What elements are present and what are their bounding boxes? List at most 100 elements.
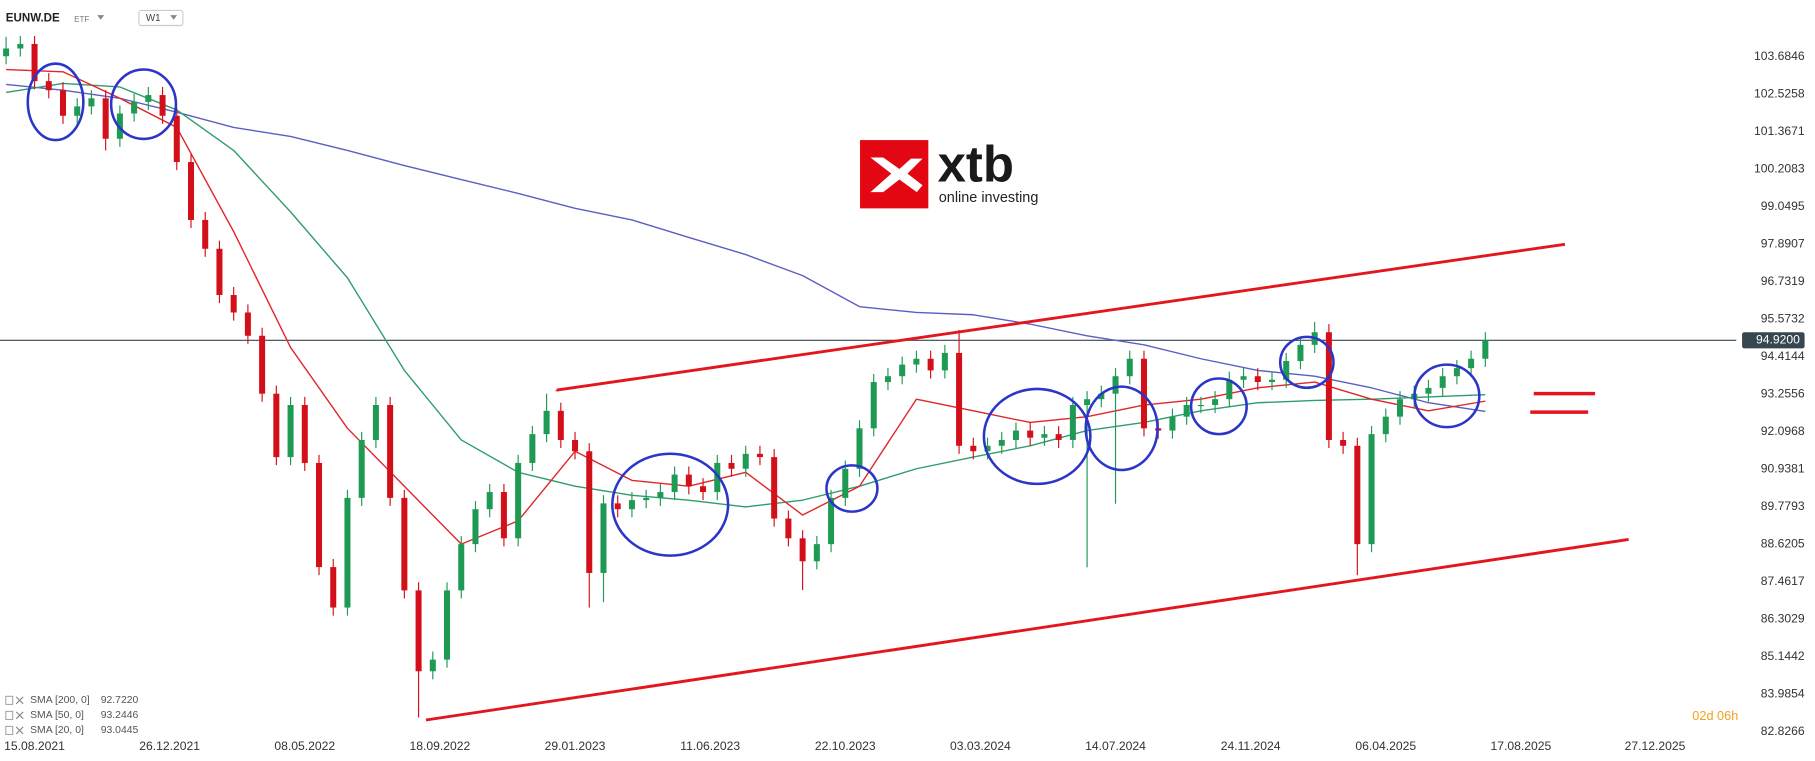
candle-body (714, 462, 721, 493)
candle-body (1254, 376, 1261, 383)
highlight-circle[interactable] (825, 464, 879, 513)
candle-body (444, 590, 451, 660)
y-tick-label: 87.4617 (1761, 574, 1805, 588)
candle-body (1482, 340, 1489, 359)
candle-body (1084, 399, 1091, 406)
logo: xtb online investing (860, 135, 1039, 209)
candle-body (230, 295, 237, 313)
candle-body (1140, 358, 1147, 429)
candle-body (557, 410, 564, 440)
y-tick-label: 94.4144 (1761, 349, 1805, 363)
y-tick-label: 89.7793 (1761, 499, 1805, 513)
candle-body (458, 544, 465, 591)
header: EUNW.DE ETF W1 (6, 9, 184, 27)
candle-body (1468, 358, 1475, 369)
candle-body (1012, 430, 1019, 440)
candle-body (273, 393, 280, 458)
legend-remove[interactable] (15, 726, 24, 735)
candle-body (572, 439, 579, 452)
candle-body (17, 43, 24, 49)
y-tick-label: 82.8266 (1761, 724, 1805, 738)
candle-body (358, 439, 365, 498)
candle-body (216, 248, 223, 296)
candle-body (685, 474, 692, 487)
candle-body (1112, 376, 1119, 394)
candle-body (1439, 376, 1446, 388)
candle-body (330, 567, 337, 608)
timeframe-dropdown[interactable] (170, 15, 178, 20)
candle-body (1055, 434, 1062, 440)
logo-tagline: online investing (939, 190, 1039, 206)
legend-name: SMA [20, 0] (30, 725, 84, 736)
bar-countdown: 02d 06h (1692, 708, 1738, 723)
candle-body (131, 101, 138, 114)
legend: SMA [200, 0] 92.7220 SMA [50, 0] 93.2446 SMA… (5, 695, 139, 736)
candle-body (472, 509, 479, 545)
y-tick-label: 88.6205 (1761, 536, 1805, 550)
candle-body (1098, 393, 1105, 400)
candle-body (173, 115, 180, 163)
x-tick-label: 06.04.2025 (1355, 739, 1416, 753)
timeframe[interactable]: W1 (146, 13, 161, 24)
candle-body (301, 405, 308, 463)
candle-body (515, 462, 522, 539)
logo-x (870, 157, 923, 193)
timeframe-box[interactable] (138, 9, 184, 27)
candle-body (1212, 399, 1219, 406)
candle-body (728, 462, 735, 469)
candle-body (1283, 361, 1290, 380)
legend-remove[interactable] (15, 711, 24, 720)
candle-body (913, 358, 920, 365)
y-tick-label: 102.5258 (1754, 86, 1805, 100)
symbol[interactable]: EUNW.DE (6, 13, 60, 25)
candle-body (31, 43, 38, 82)
candle-body (1197, 405, 1204, 407)
candle-body (1126, 358, 1133, 377)
legend-value: 92.7220 (101, 695, 139, 706)
candle-body (145, 95, 152, 102)
candle-body (870, 382, 877, 429)
highlight-circle[interactable] (982, 387, 1092, 486)
last-price-badge (1742, 332, 1805, 349)
candle-body (828, 497, 835, 545)
candle-body (998, 439, 1005, 446)
y-tick-label: 97.8907 (1761, 236, 1805, 250)
legend-icon (5, 710, 14, 720)
x-tick-label: 22.10.2023 (815, 739, 876, 753)
last-price-label: 94.9200 (1756, 333, 1800, 347)
y-tick-label: 103.6846 (1754, 49, 1805, 63)
highlight-circle[interactable] (1278, 335, 1335, 390)
symbol-dropdown[interactable] (97, 15, 105, 20)
candle-body (287, 405, 294, 458)
channel-upper[interactable] (556, 242, 1566, 392)
candle-body (1382, 416, 1389, 435)
highlight-circle[interactable] (611, 452, 730, 557)
candle-body (1396, 399, 1404, 417)
highlight-circle[interactable] (1413, 363, 1481, 429)
y-tick-label: 100.2083 (1754, 161, 1805, 175)
candle-body (756, 453, 763, 458)
candle-body (771, 457, 778, 519)
x-tick-label: 08.05.2022 (274, 739, 335, 753)
candle-body (799, 538, 806, 562)
candle-body (1325, 332, 1332, 440)
axes: 103.6846 102.5258 101.3671 100.2083 99.0495 9… (4, 49, 1805, 753)
candle-body (259, 335, 266, 394)
highlight-circle[interactable] (26, 62, 85, 142)
highlight-circle[interactable] (1189, 377, 1248, 436)
candle-body (1368, 434, 1375, 545)
legend-name: SMA [50, 0] (30, 710, 84, 721)
x-tick-label: 27.12.2025 (1625, 739, 1686, 753)
highlight-circle[interactable] (1084, 385, 1159, 472)
channel-lower[interactable] (425, 537, 1629, 722)
legend-icon (5, 695, 14, 705)
x-tick-label: 11.06.2023 (680, 739, 740, 753)
annotations (26, 62, 1629, 722)
candle-body (1425, 387, 1432, 394)
legend-remove[interactable] (15, 696, 24, 705)
candle-body (970, 445, 977, 452)
highlight-circle[interactable] (109, 68, 178, 141)
candle-body (88, 98, 95, 107)
